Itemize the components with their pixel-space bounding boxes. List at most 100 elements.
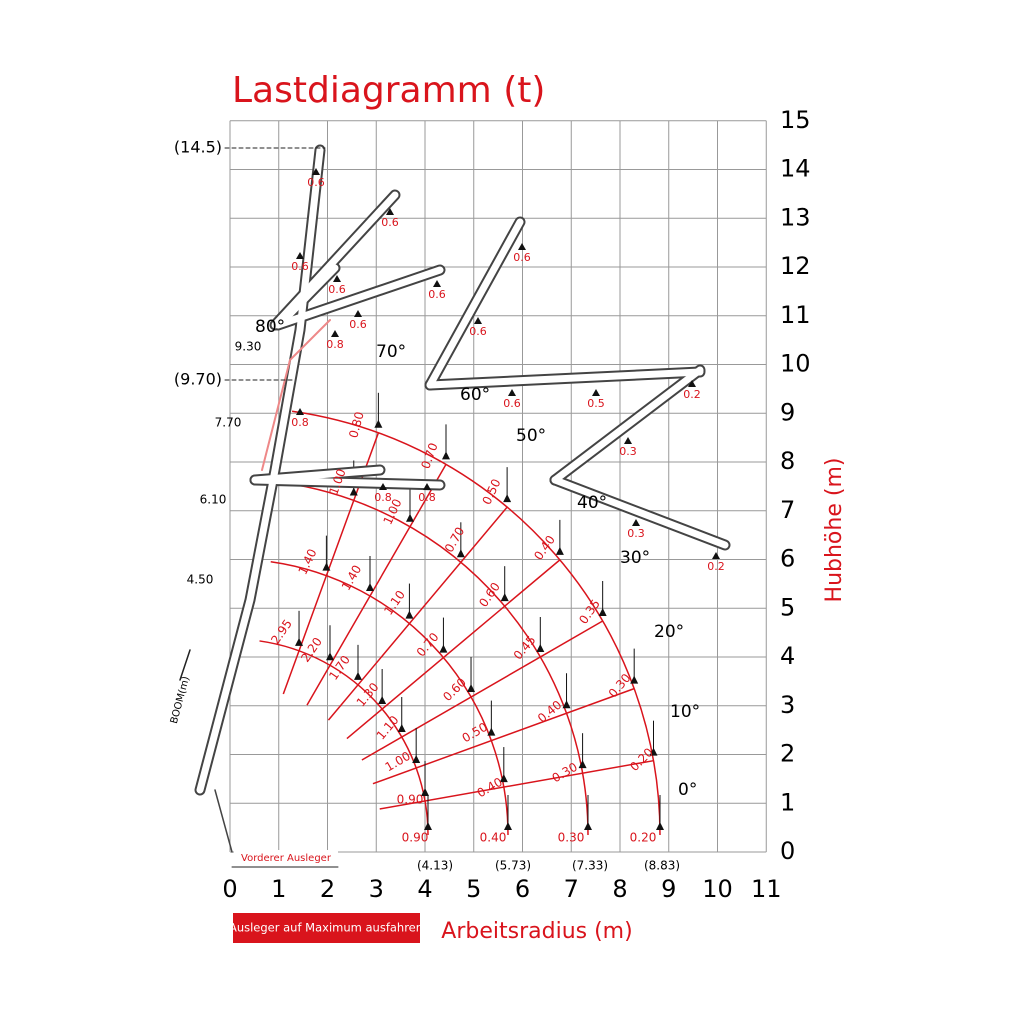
hook bbox=[296, 252, 304, 259]
height-mark: (14.5) bbox=[174, 138, 222, 157]
y-tick-label: 0 bbox=[780, 837, 795, 865]
load-label: 2.95 bbox=[268, 617, 295, 647]
load-label: 0.8 bbox=[374, 491, 392, 504]
load-label: 0.6 bbox=[469, 325, 487, 338]
y-tick-label: 11 bbox=[780, 301, 811, 329]
load-label: 0.40 bbox=[475, 775, 505, 800]
load-label: 0.6 bbox=[428, 288, 446, 301]
load-label: 0.6 bbox=[381, 216, 399, 229]
angle-label: 10° bbox=[670, 702, 700, 722]
y-tick-label: 14 bbox=[780, 155, 811, 183]
angle-label: 0° bbox=[678, 780, 697, 800]
hook bbox=[584, 822, 592, 830]
hook bbox=[467, 684, 476, 692]
radius-mark: (8.83) bbox=[644, 859, 680, 873]
radius-arc bbox=[259, 640, 429, 836]
boom-length: 6.10 bbox=[200, 493, 227, 507]
load-label: 0.30 bbox=[550, 760, 580, 785]
x-tick-label: 4 bbox=[417, 875, 432, 903]
hook bbox=[421, 787, 430, 796]
boom-label: BOOM(m) bbox=[169, 675, 192, 725]
load-label: 0.6 bbox=[349, 318, 367, 331]
load-label: 0.40 bbox=[535, 698, 564, 726]
hook bbox=[555, 546, 564, 555]
hook bbox=[322, 562, 331, 571]
hook bbox=[504, 822, 512, 830]
load-label: 0.30 bbox=[558, 831, 585, 845]
hook bbox=[649, 747, 658, 756]
boom-length: 9.30 bbox=[235, 340, 262, 354]
hook bbox=[433, 280, 441, 287]
hook bbox=[442, 451, 450, 460]
height-mark: (9.70) bbox=[174, 370, 222, 389]
load-label: 0.3 bbox=[619, 445, 637, 458]
load-label: 0.5 bbox=[587, 397, 605, 410]
x-tick-label: 3 bbox=[369, 875, 384, 903]
angle-label: 40° bbox=[577, 493, 607, 513]
hook bbox=[688, 380, 696, 387]
load-label: 0.70 bbox=[442, 525, 467, 555]
angle-line bbox=[306, 463, 447, 706]
x-tick-label: 0 bbox=[222, 875, 237, 903]
hook bbox=[562, 700, 571, 709]
load-label: 0.60 bbox=[476, 580, 503, 610]
hook bbox=[412, 754, 421, 763]
y-tick-label: 9 bbox=[780, 398, 795, 426]
load-label: 0.8 bbox=[418, 491, 436, 504]
load-label: 0.3 bbox=[627, 527, 645, 540]
load-label: 0.40 bbox=[531, 533, 558, 563]
hook bbox=[500, 593, 509, 602]
y-axis-label: Hubhöhe (m) bbox=[822, 458, 847, 603]
boom-length: 4.50 bbox=[187, 573, 214, 587]
y-tick-label: 2 bbox=[780, 740, 795, 768]
hook bbox=[374, 419, 383, 428]
hook bbox=[331, 330, 339, 337]
x-tick-label: 11 bbox=[751, 875, 782, 903]
hook bbox=[312, 168, 320, 175]
y-tick-label: 12 bbox=[780, 252, 811, 280]
angle-line bbox=[361, 620, 604, 761]
hook bbox=[487, 727, 496, 736]
y-tick-label: 8 bbox=[780, 447, 795, 475]
hook bbox=[439, 644, 448, 653]
hook bbox=[349, 487, 358, 496]
labels: 0 1 2 3 4 5 6 7 8 9 10 1101234567891011121314150°10… bbox=[174, 106, 811, 903]
hook bbox=[456, 549, 465, 558]
load-label: 0.6 bbox=[307, 176, 325, 189]
load-label: 0.6 bbox=[503, 397, 521, 410]
outrigger-box bbox=[234, 850, 338, 866]
hook bbox=[397, 724, 406, 732]
hook bbox=[295, 637, 304, 646]
button[interactable] bbox=[233, 913, 420, 943]
boom-length: 7.70 bbox=[215, 416, 242, 430]
crane-booms bbox=[179, 144, 731, 868]
load-label: 0.90 bbox=[397, 793, 424, 807]
load-label: 0.70 bbox=[418, 441, 440, 471]
hook bbox=[474, 317, 482, 324]
angle-label: 70° bbox=[376, 342, 406, 362]
hook bbox=[578, 760, 587, 769]
load-label: 0.50 bbox=[480, 477, 504, 507]
angle-label: 50° bbox=[516, 426, 546, 446]
x-tick-label: 8 bbox=[612, 875, 627, 903]
button-label[interactable]: Ausleger auf Maximum ausfahren bbox=[229, 921, 423, 935]
hook bbox=[296, 408, 304, 415]
load-label: 0.2 bbox=[683, 388, 701, 401]
hook bbox=[333, 275, 341, 282]
radius-arc bbox=[291, 410, 661, 836]
hook bbox=[378, 696, 387, 705]
hook bbox=[656, 822, 664, 830]
y-tick-label: 15 bbox=[780, 106, 811, 134]
hook bbox=[624, 437, 632, 444]
y-tick-label: 4 bbox=[780, 642, 795, 670]
radius-mark: (7.33) bbox=[572, 859, 608, 873]
hook bbox=[405, 610, 414, 619]
x-tick-label: 7 bbox=[564, 875, 579, 903]
hook bbox=[353, 671, 362, 680]
load-label: 0.35 bbox=[576, 597, 603, 627]
hook bbox=[536, 644, 545, 652]
hook bbox=[354, 310, 362, 317]
angle-line bbox=[379, 759, 654, 810]
y-tick-label: 3 bbox=[780, 691, 795, 719]
hook bbox=[379, 483, 387, 490]
